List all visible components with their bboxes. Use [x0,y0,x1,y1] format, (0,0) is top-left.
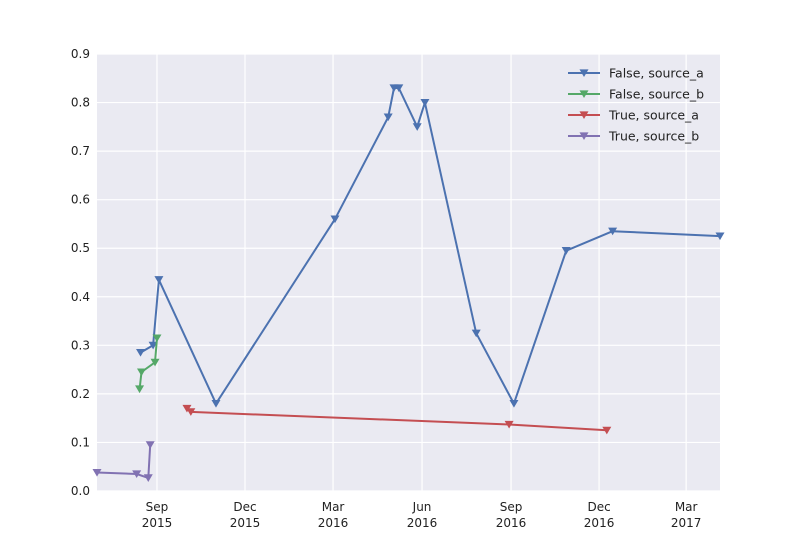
data-point-marker [394,84,404,93]
x-tick-label: Sep 2016 [496,500,527,530]
data-point-marker [383,113,393,122]
data-point-marker [330,215,340,224]
data-point-marker [186,408,196,416]
data-point-marker [504,420,514,429]
y-tick-label: 0.4 [71,290,90,304]
y-tick-label: 0.0 [71,484,90,498]
data-point-marker [211,400,221,408]
legend-marker [579,90,589,99]
data-point-marker [150,358,160,367]
legend: False, source_a False, source_b True, sour… [568,66,704,144]
y-tick-label: 0.3 [71,338,90,352]
legend-entry: False, source_b [568,87,704,102]
legend-label: True, source_a [608,108,699,123]
y-tick-label: 0.7 [71,144,90,158]
series-2 [182,404,612,435]
legend-entry: True, source_b [568,129,699,144]
data-point-marker [148,341,158,350]
data-point-marker [561,247,571,255]
data-point-marker [412,123,422,131]
grid-lines [97,53,720,492]
data-point-marker [152,334,162,343]
legend-marker [579,111,589,120]
data-point-marker [136,349,146,357]
legend-entry: False, source_a [568,66,704,81]
data-point-marker [471,329,481,338]
series-line [96,444,152,479]
data-point-marker [420,98,430,107]
series-1 [135,334,162,394]
plot-background [97,54,720,491]
y-tick-label: 0.8 [71,96,90,110]
data-point-marker [509,400,519,408]
y-tick-label: 0.6 [71,193,90,207]
data-point-marker [135,385,145,394]
y-tick-label: 0.2 [71,387,90,401]
x-tick-label: Dec 2015 [230,500,261,530]
x-tick-label: Sep 2015 [142,500,173,530]
data-point-marker [132,470,142,479]
legend-entry: True, source_a [568,108,699,123]
x-axis-ticks: Sep 2015 Dec 2015 Mar 2016 Jun 2016 Sep 2016 Dec 20… [142,500,702,530]
y-tick-label: 0.1 [71,435,90,449]
data-point-marker [137,368,146,377]
legend-label: True, source_b [608,129,699,144]
series-layer [92,84,725,482]
data-point-marker [92,468,102,477]
data-point-marker [602,426,612,435]
data-point-marker [608,227,618,236]
x-tick-label: Jun 2016 [407,500,438,530]
x-tick-label: Mar 2016 [318,500,349,530]
series-line [138,338,158,390]
y-axis-ticks: 0.0 0.1 0.2 0.3 0.4 0.5 0.6 0.7 0.8 0.9 [71,47,90,498]
x-tick-label: Dec 2016 [584,500,615,530]
data-point-marker [715,232,725,241]
data-point-marker [143,474,153,482]
y-tick-label: 0.9 [71,47,90,61]
legend-label: False, source_a [609,66,704,81]
legend-marker [579,69,589,78]
legend-label: False, source_b [609,87,704,102]
legend-marker [579,132,589,141]
data-point-marker [154,276,164,284]
y-tick-label: 0.5 [71,241,90,255]
x-tick-label: Mar 2017 [671,500,702,530]
series-3 [92,441,155,482]
data-point-marker [145,441,155,449]
series-0 [136,84,725,408]
